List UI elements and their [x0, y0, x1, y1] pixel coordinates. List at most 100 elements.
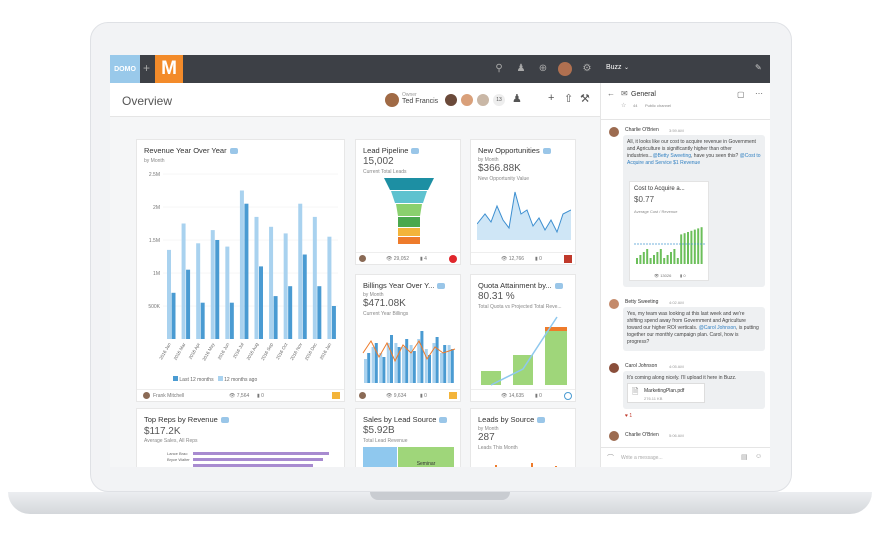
reaction[interactable]: ♥ 1: [625, 413, 633, 419]
leads-by-source-card[interactable]: Leads by Source by Month 287 Leads This …: [470, 408, 576, 467]
search-icon[interactable]: ⚲: [495, 63, 503, 74]
bar-prior: [417, 339, 421, 383]
owner-name[interactable]: Ted Francis: [402, 98, 439, 105]
avatar[interactable]: [609, 299, 619, 309]
avatar[interactable]: [460, 93, 474, 107]
buzz-title[interactable]: Buzz: [606, 64, 622, 71]
domo-logo[interactable]: DOMO: [110, 55, 140, 83]
trend-line: [362, 339, 456, 363]
bar-last-12-months: [331, 306, 336, 339]
revenue-legend: Last 12 months 12 months ago: [173, 376, 257, 383]
bar-prior: [440, 353, 443, 383]
cost-bar: [649, 258, 652, 264]
bar-12-months-ago: [327, 236, 332, 339]
add-icon[interactable]: ⊕: [538, 63, 548, 74]
avatar[interactable]: [609, 431, 619, 441]
y-tick-label: 2.5M: [149, 172, 160, 178]
wrench-icon[interactable]: ⚒: [580, 93, 590, 105]
card-footer: Frank Mitchell 👁 7,564 ▮ 0: [137, 389, 344, 401]
card-footer: 👁 9,634 ▮ 0: [356, 389, 460, 401]
channel-name[interactable]: General: [631, 91, 656, 98]
card-value: 15,002: [363, 156, 394, 167]
avatar[interactable]: [609, 363, 619, 373]
more-icon[interactable]: ⋯: [755, 89, 763, 98]
compose-icon[interactable]: ✎: [755, 63, 762, 72]
bar-current: [443, 345, 447, 383]
billings-card[interactable]: Billings Year Over Y... by Month $471.08…: [355, 274, 461, 402]
cost-bar: [646, 249, 649, 264]
cost-bar: [683, 233, 686, 264]
settings-icon[interactable]: ⚙: [582, 63, 592, 74]
card-footer: 👁 29,052 ▮ 4: [356, 252, 460, 264]
x-tick-label: 2016 Sep: [260, 342, 274, 362]
revenue-card[interactable]: Revenue Year Over Year by Month 2.5M 2M 1.…: [136, 139, 345, 402]
opportunities-card[interactable]: New Opportunities by Month $366.88K New …: [470, 139, 576, 265]
export-icon[interactable]: ⇧: [564, 93, 574, 105]
star-icon[interactable]: ☆: [621, 103, 627, 109]
author-name[interactable]: Charlie O'Brien: [625, 127, 659, 133]
bar-current: [405, 339, 409, 383]
dashboard-main: Overview Owner Ted Francis 13 ♟ + ⇧ ⚒ Re…: [110, 83, 600, 467]
card-value: 287: [478, 432, 495, 443]
card-value: $471.08K: [363, 298, 406, 309]
cost-bar: [636, 258, 638, 264]
bar-last-12-months: [244, 203, 249, 339]
bar-12-months-ago: [298, 203, 303, 339]
x-tick-label: 2016 Jun: [217, 342, 231, 361]
emoji-icon[interactable]: ☺: [755, 453, 763, 460]
attach-icon[interactable]: ⌒: [607, 455, 614, 462]
bar-prior: [424, 349, 428, 383]
treemap-block: Seminar: [398, 447, 454, 467]
bar-current: [428, 355, 431, 383]
channel-type: Public channel: [645, 103, 672, 108]
add-user-icon[interactable]: ♟: [516, 63, 526, 74]
rep-bar: [193, 464, 313, 467]
card-title: Leads by Source: [478, 415, 546, 424]
author-name[interactable]: Charlie O'Brien: [625, 432, 659, 438]
file-attachment[interactable]: 🗎 MarketingPlan.pdf 276.11 KB: [627, 383, 705, 403]
add-card-icon[interactable]: +: [548, 92, 555, 104]
quota-card[interactable]: Quota Attainment by... 80.31 % Total Quo…: [470, 274, 576, 402]
card-icon[interactable]: ▤: [741, 454, 748, 461]
author-name[interactable]: Carol Johnson: [625, 363, 658, 369]
lead-pipeline-card[interactable]: Lead Pipeline 15,002 Current Total Leads…: [355, 139, 461, 265]
bar-12-months-ago: [269, 226, 274, 339]
chevron-down-icon[interactable]: ⌄: [624, 65, 630, 71]
rep-label: Lance Brao: [167, 451, 188, 456]
bar-current: [390, 335, 393, 383]
message-input[interactable]: Write a message...: [621, 455, 663, 461]
bar-12-months-ago: [181, 223, 186, 339]
user-avatar[interactable]: [558, 62, 572, 76]
page-title: Overview: [122, 94, 173, 108]
file-icon: 🗎: [632, 387, 639, 396]
cost-chart: [634, 227, 706, 264]
treemap-block: [363, 447, 397, 467]
bar-current: [374, 343, 378, 383]
laptop-notch: [370, 492, 510, 500]
owner-avatar[interactable]: [385, 93, 399, 107]
owner-label: Owner: [402, 92, 417, 98]
card-footer: 👁 12,766 ▮ 0: [471, 252, 575, 264]
top-reps-card[interactable]: Top Reps by Revenue $117.2K Average Sale…: [136, 408, 345, 467]
x-tick-label: 2016 Jan: [319, 342, 333, 361]
opportunities-chart: [477, 191, 571, 240]
message-bubble: All, it looks like our cost to acquire r…: [623, 135, 765, 287]
company-logo[interactable]: M: [155, 55, 183, 83]
share-user-icon[interactable]: ♟: [512, 93, 522, 105]
bar-current: [412, 351, 416, 383]
author-name[interactable]: Betty Sweeting: [625, 299, 659, 305]
y-tick-label: 1.5M: [149, 238, 160, 244]
lead-source-card[interactable]: Sales by Lead Source $5.92B Total Lead R…: [355, 408, 461, 467]
x-tick-label: 2016 Apr: [188, 342, 202, 361]
cost-bar: [697, 228, 700, 264]
viewer-count[interactable]: 13: [492, 93, 506, 107]
chat-bubble-icon[interactable]: ▢: [737, 90, 745, 99]
back-arrow-icon[interactable]: ←: [607, 89, 615, 98]
avatar[interactable]: [609, 127, 619, 137]
avatar[interactable]: [476, 93, 490, 107]
timestamp: 5:06 AM: [669, 433, 684, 438]
avatar[interactable]: [444, 93, 458, 107]
shared-card[interactable]: Cost to Acquire a... $0.77 Average Cost …: [629, 181, 709, 281]
bar-12-months-ago: [312, 216, 317, 339]
